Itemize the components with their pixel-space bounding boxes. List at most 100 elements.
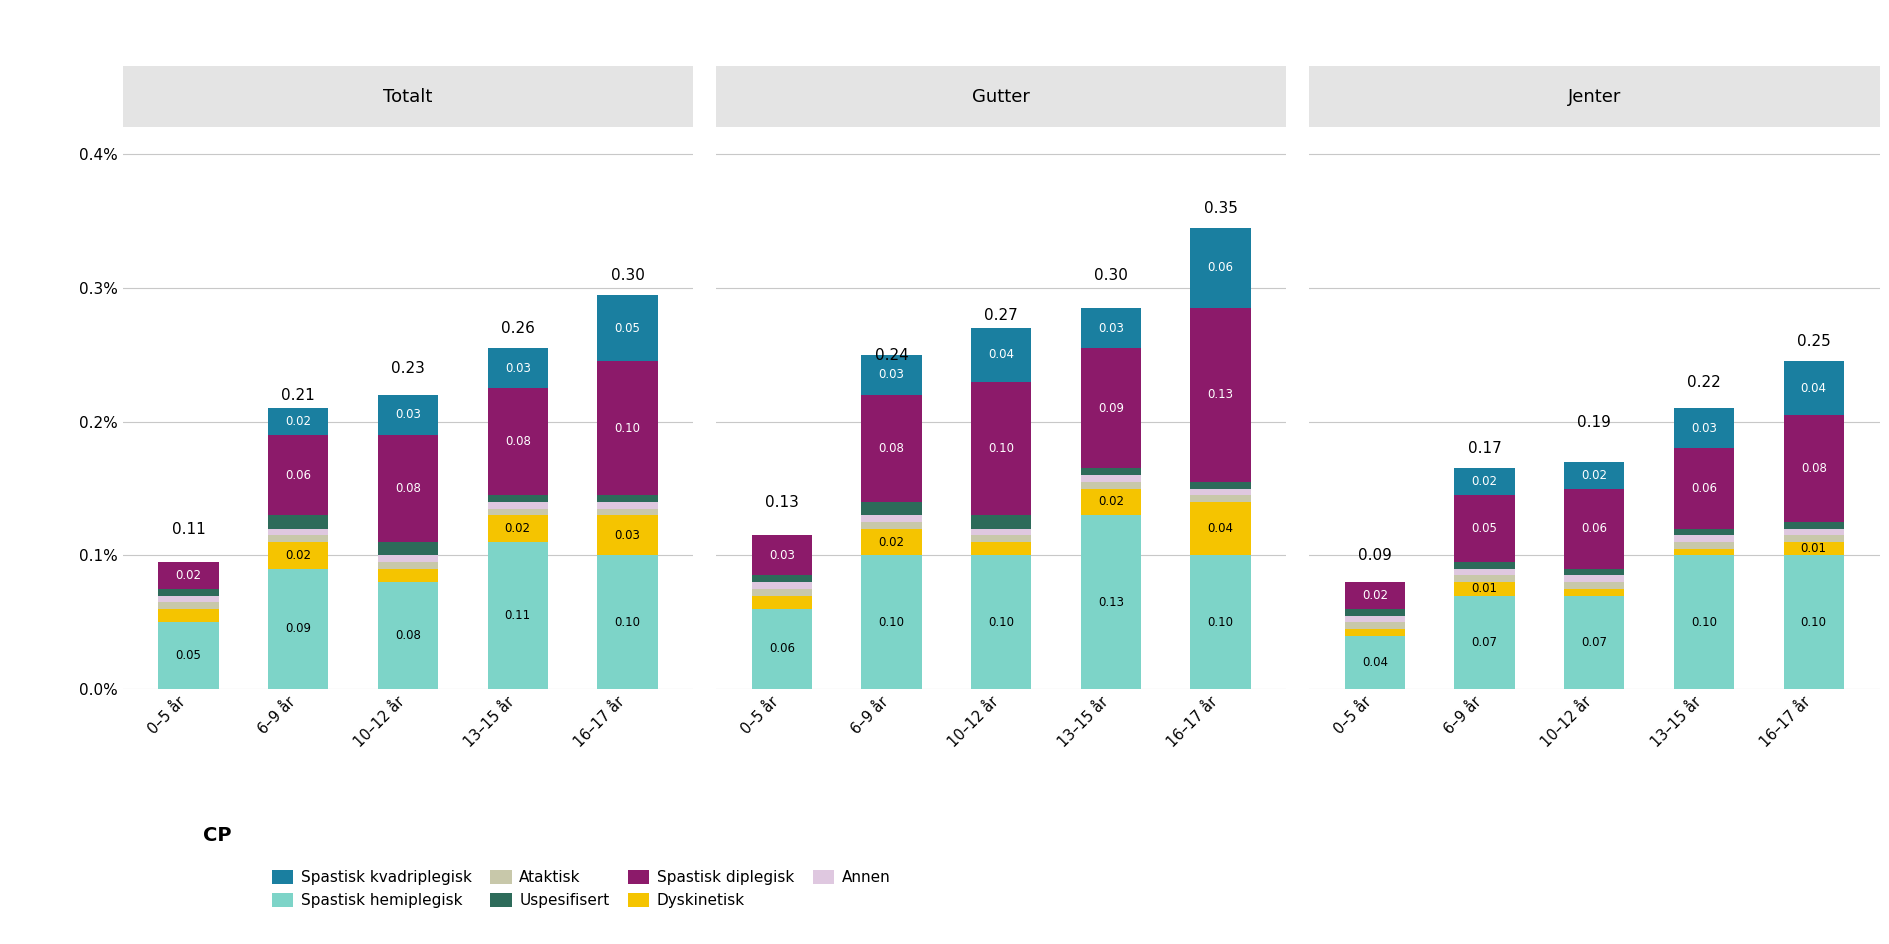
Text: 0.09: 0.09 bbox=[285, 622, 312, 635]
Bar bbox=[752, 609, 812, 689]
Bar bbox=[1190, 481, 1251, 489]
Text: 0.02: 0.02 bbox=[878, 535, 905, 548]
Bar bbox=[487, 542, 548, 689]
Bar bbox=[1190, 555, 1251, 689]
Text: 0.08: 0.08 bbox=[878, 442, 905, 455]
Bar bbox=[268, 542, 329, 568]
Text: 0.06: 0.06 bbox=[1691, 482, 1717, 495]
Text: 0.08: 0.08 bbox=[504, 435, 531, 448]
Bar bbox=[378, 435, 438, 542]
Bar bbox=[1455, 596, 1515, 689]
Bar bbox=[1345, 629, 1405, 635]
Bar bbox=[1564, 488, 1625, 568]
Text: Totalt: Totalt bbox=[383, 88, 433, 106]
Bar bbox=[487, 509, 548, 515]
Bar bbox=[1081, 475, 1141, 481]
Bar bbox=[1674, 548, 1734, 555]
Bar bbox=[1674, 408, 1734, 448]
Text: 0.13: 0.13 bbox=[1098, 596, 1124, 609]
Bar bbox=[1190, 488, 1251, 496]
Bar bbox=[378, 555, 438, 562]
Text: 0.04: 0.04 bbox=[1800, 381, 1827, 395]
Bar bbox=[971, 542, 1031, 555]
Text: 0.07: 0.07 bbox=[1581, 636, 1608, 649]
Text: 0.01: 0.01 bbox=[1800, 542, 1827, 555]
Bar bbox=[1455, 576, 1515, 582]
Text: 0.30: 0.30 bbox=[610, 267, 644, 282]
Text: 0.13: 0.13 bbox=[765, 495, 799, 510]
Text: 0.03: 0.03 bbox=[878, 368, 905, 381]
Bar bbox=[1564, 596, 1625, 689]
Bar bbox=[971, 529, 1031, 535]
Text: 0.02: 0.02 bbox=[176, 569, 202, 582]
Bar bbox=[1455, 496, 1515, 562]
Text: Jenter: Jenter bbox=[1568, 88, 1621, 106]
Text: 0.03: 0.03 bbox=[614, 529, 640, 542]
Text: 0.08: 0.08 bbox=[1800, 462, 1827, 475]
Text: 0.22: 0.22 bbox=[1687, 375, 1721, 390]
Bar bbox=[1455, 582, 1515, 596]
Bar bbox=[1081, 515, 1141, 689]
Bar bbox=[487, 496, 548, 502]
Bar bbox=[1564, 582, 1625, 589]
Bar bbox=[487, 388, 548, 496]
Text: 0.02: 0.02 bbox=[285, 548, 312, 562]
Bar bbox=[597, 362, 657, 496]
Bar bbox=[861, 515, 922, 522]
Bar bbox=[1190, 496, 1251, 502]
Text: 0.04: 0.04 bbox=[1362, 656, 1388, 669]
Bar bbox=[1081, 468, 1141, 475]
Text: 0.03: 0.03 bbox=[769, 548, 795, 562]
Bar bbox=[1345, 622, 1405, 629]
Text: 0.03: 0.03 bbox=[1098, 322, 1124, 334]
Text: 0.02: 0.02 bbox=[504, 522, 531, 535]
Bar bbox=[159, 609, 219, 622]
Text: 0.17: 0.17 bbox=[1468, 442, 1502, 456]
Bar bbox=[861, 502, 922, 515]
Text: 0.10: 0.10 bbox=[1207, 615, 1234, 629]
Text: 0.05: 0.05 bbox=[614, 322, 640, 334]
Bar bbox=[378, 582, 438, 689]
Bar bbox=[1674, 529, 1734, 535]
Text: 0.03: 0.03 bbox=[1691, 422, 1717, 435]
Text: 0.02: 0.02 bbox=[1362, 589, 1388, 602]
Bar bbox=[268, 435, 329, 515]
Bar bbox=[971, 381, 1031, 515]
Bar bbox=[1564, 462, 1625, 489]
Bar bbox=[971, 555, 1031, 689]
Text: 0.24: 0.24 bbox=[875, 347, 909, 362]
Bar bbox=[597, 496, 657, 502]
Bar bbox=[861, 395, 922, 502]
Text: 0.10: 0.10 bbox=[614, 615, 640, 629]
Bar bbox=[1783, 542, 1844, 555]
Bar bbox=[1345, 615, 1405, 622]
Bar bbox=[1674, 542, 1734, 548]
Bar bbox=[597, 502, 657, 509]
Legend: Spastisk kvadriplegisk, Spastisk hemiplegisk, Ataktisk, Uspesifisert, Spastisk d: Spastisk kvadriplegisk, Spastisk hemiple… bbox=[272, 870, 890, 908]
Bar bbox=[487, 348, 548, 388]
Bar bbox=[1783, 529, 1844, 535]
Text: 0.35: 0.35 bbox=[1203, 201, 1237, 216]
Text: 0.06: 0.06 bbox=[1207, 261, 1234, 275]
Text: 0.19: 0.19 bbox=[1577, 414, 1611, 430]
Text: 0.10: 0.10 bbox=[614, 422, 640, 435]
Text: CP: CP bbox=[202, 826, 232, 845]
Bar bbox=[752, 582, 812, 589]
Bar bbox=[1455, 468, 1515, 496]
Bar bbox=[1783, 522, 1844, 529]
Text: 0.05: 0.05 bbox=[176, 649, 202, 662]
Text: 0.10: 0.10 bbox=[878, 615, 905, 629]
Bar bbox=[378, 568, 438, 582]
Bar bbox=[1190, 502, 1251, 555]
Text: 0.11: 0.11 bbox=[504, 609, 531, 622]
Bar bbox=[268, 408, 329, 435]
Text: 0.11: 0.11 bbox=[172, 522, 206, 536]
Text: 0.02: 0.02 bbox=[1581, 468, 1608, 481]
Bar bbox=[1455, 562, 1515, 568]
Text: 0.02: 0.02 bbox=[285, 415, 312, 429]
Text: 0.09: 0.09 bbox=[1098, 402, 1124, 414]
Bar bbox=[597, 555, 657, 689]
Text: 0.02: 0.02 bbox=[1098, 496, 1124, 509]
Bar bbox=[1081, 348, 1141, 468]
Bar bbox=[1783, 415, 1844, 522]
